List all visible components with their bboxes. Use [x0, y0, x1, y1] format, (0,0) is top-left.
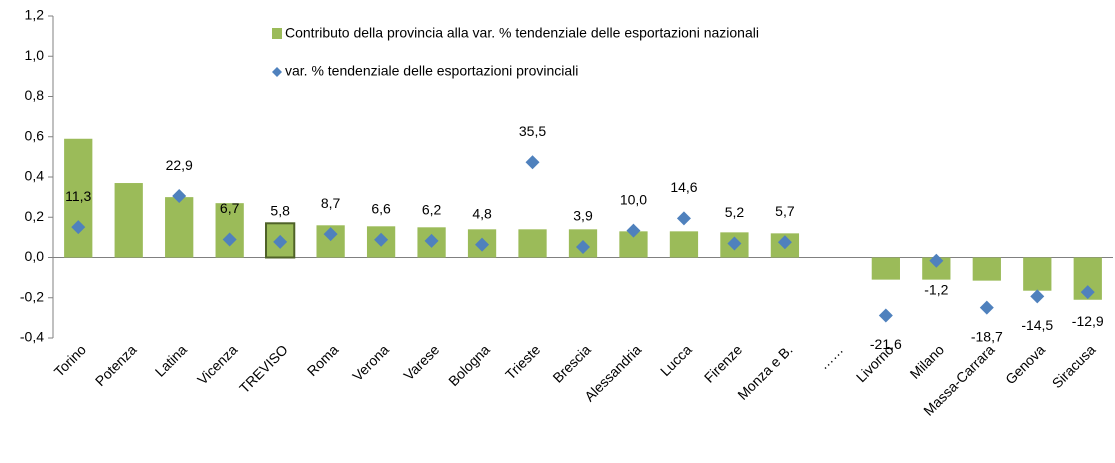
diamond-marker — [1030, 289, 1045, 304]
data-label: 3,9 — [573, 208, 593, 224]
diamond-marker — [374, 232, 389, 247]
data-label: -21,6 — [870, 336, 902, 352]
y-tick-label: -0,2 — [20, 288, 44, 304]
bar — [64, 138, 93, 258]
data-label: 5,7 — [775, 203, 795, 219]
x-tick-label: Bologna — [445, 341, 493, 389]
x-tick-label: Varese — [400, 341, 442, 383]
x-tick-label: Lucca — [657, 341, 695, 379]
diamond-marker — [1080, 285, 1095, 300]
data-label: 8,7 — [321, 195, 341, 211]
x-tick-label: Torino — [51, 341, 89, 379]
diamond-marker — [424, 233, 439, 248]
bar — [972, 257, 1001, 281]
x-tick-label: …… — [815, 341, 846, 372]
bar — [114, 183, 143, 258]
data-label: 5,8 — [270, 203, 290, 219]
data-label: 14,6 — [670, 179, 697, 195]
data-label: -18,7 — [971, 328, 1003, 344]
data-label: -14,5 — [1021, 317, 1053, 333]
y-tick-label: 0,4 — [25, 168, 45, 184]
legend-label: var. % tendenziale delle esportazioni pr… — [285, 63, 578, 79]
x-tick-label: Potenza — [92, 341, 140, 389]
data-label: 22,9 — [166, 157, 193, 173]
bar — [922, 257, 951, 280]
x-tick-label: Siracusa — [1049, 341, 1099, 391]
y-tick-label: 0,0 — [25, 248, 45, 264]
bar — [165, 197, 194, 258]
y-tick-label: 0,6 — [25, 127, 45, 143]
bar — [518, 229, 547, 258]
y-tick-label: 1,2 — [25, 7, 45, 23]
bar — [871, 257, 900, 280]
legend-swatch — [272, 28, 282, 39]
diamond-marker — [929, 253, 944, 268]
data-label: 6,7 — [220, 200, 240, 216]
y-tick-label: 1,0 — [25, 47, 45, 63]
data-label: 6,2 — [422, 202, 442, 218]
bar — [1023, 257, 1052, 291]
data-label: 11,3 — [65, 188, 91, 204]
x-tick-label: Brescia — [549, 341, 593, 385]
x-tick-label: Genova — [1002, 341, 1048, 387]
data-label: -1,2 — [924, 281, 948, 297]
x-tick-label: TREVISO — [236, 341, 291, 396]
data-label: 10,0 — [620, 191, 647, 207]
data-label: -12,9 — [1072, 313, 1104, 329]
diamond-marker — [576, 240, 590, 255]
diamond-marker — [172, 189, 187, 204]
diamond-marker — [71, 220, 86, 235]
legend-label: Contributo della provincia alla var. % t… — [285, 25, 759, 41]
diamond-marker — [676, 211, 691, 226]
x-tick-label: Roma — [304, 341, 342, 379]
data-label: 35,5 — [519, 123, 546, 139]
diamond-marker — [878, 308, 893, 323]
bar — [669, 231, 699, 258]
y-tick-label: 0,8 — [25, 87, 45, 103]
legend-marker — [272, 67, 282, 77]
diamond-marker — [525, 155, 540, 170]
diamond-marker — [727, 236, 742, 251]
y-tick-label: 0,2 — [25, 208, 45, 224]
y-tick-label: -0,4 — [20, 329, 44, 345]
x-tick-label: Trieste — [502, 341, 543, 382]
x-tick-label: Firenze — [701, 341, 745, 385]
diamond-marker — [323, 227, 338, 242]
data-label: 4,8 — [472, 205, 492, 221]
x-tick-label: Verona — [349, 341, 392, 384]
x-tick-label: Milano — [907, 341, 948, 382]
diamond-marker — [979, 300, 994, 315]
diamond-marker — [222, 232, 237, 247]
diamond-marker — [273, 234, 288, 249]
x-tick-label: Monza e B. — [734, 341, 795, 402]
highlighted-bar — [265, 222, 296, 259]
x-tick-label: Vicenza — [194, 341, 241, 388]
x-tick-label: Latina — [152, 341, 190, 379]
diamond-marker — [475, 237, 490, 252]
data-label: 6,6 — [371, 200, 391, 216]
diamond-marker — [626, 223, 641, 238]
data-label: 5,2 — [725, 204, 745, 220]
diamond-marker — [777, 235, 792, 250]
bar — [215, 203, 244, 258]
